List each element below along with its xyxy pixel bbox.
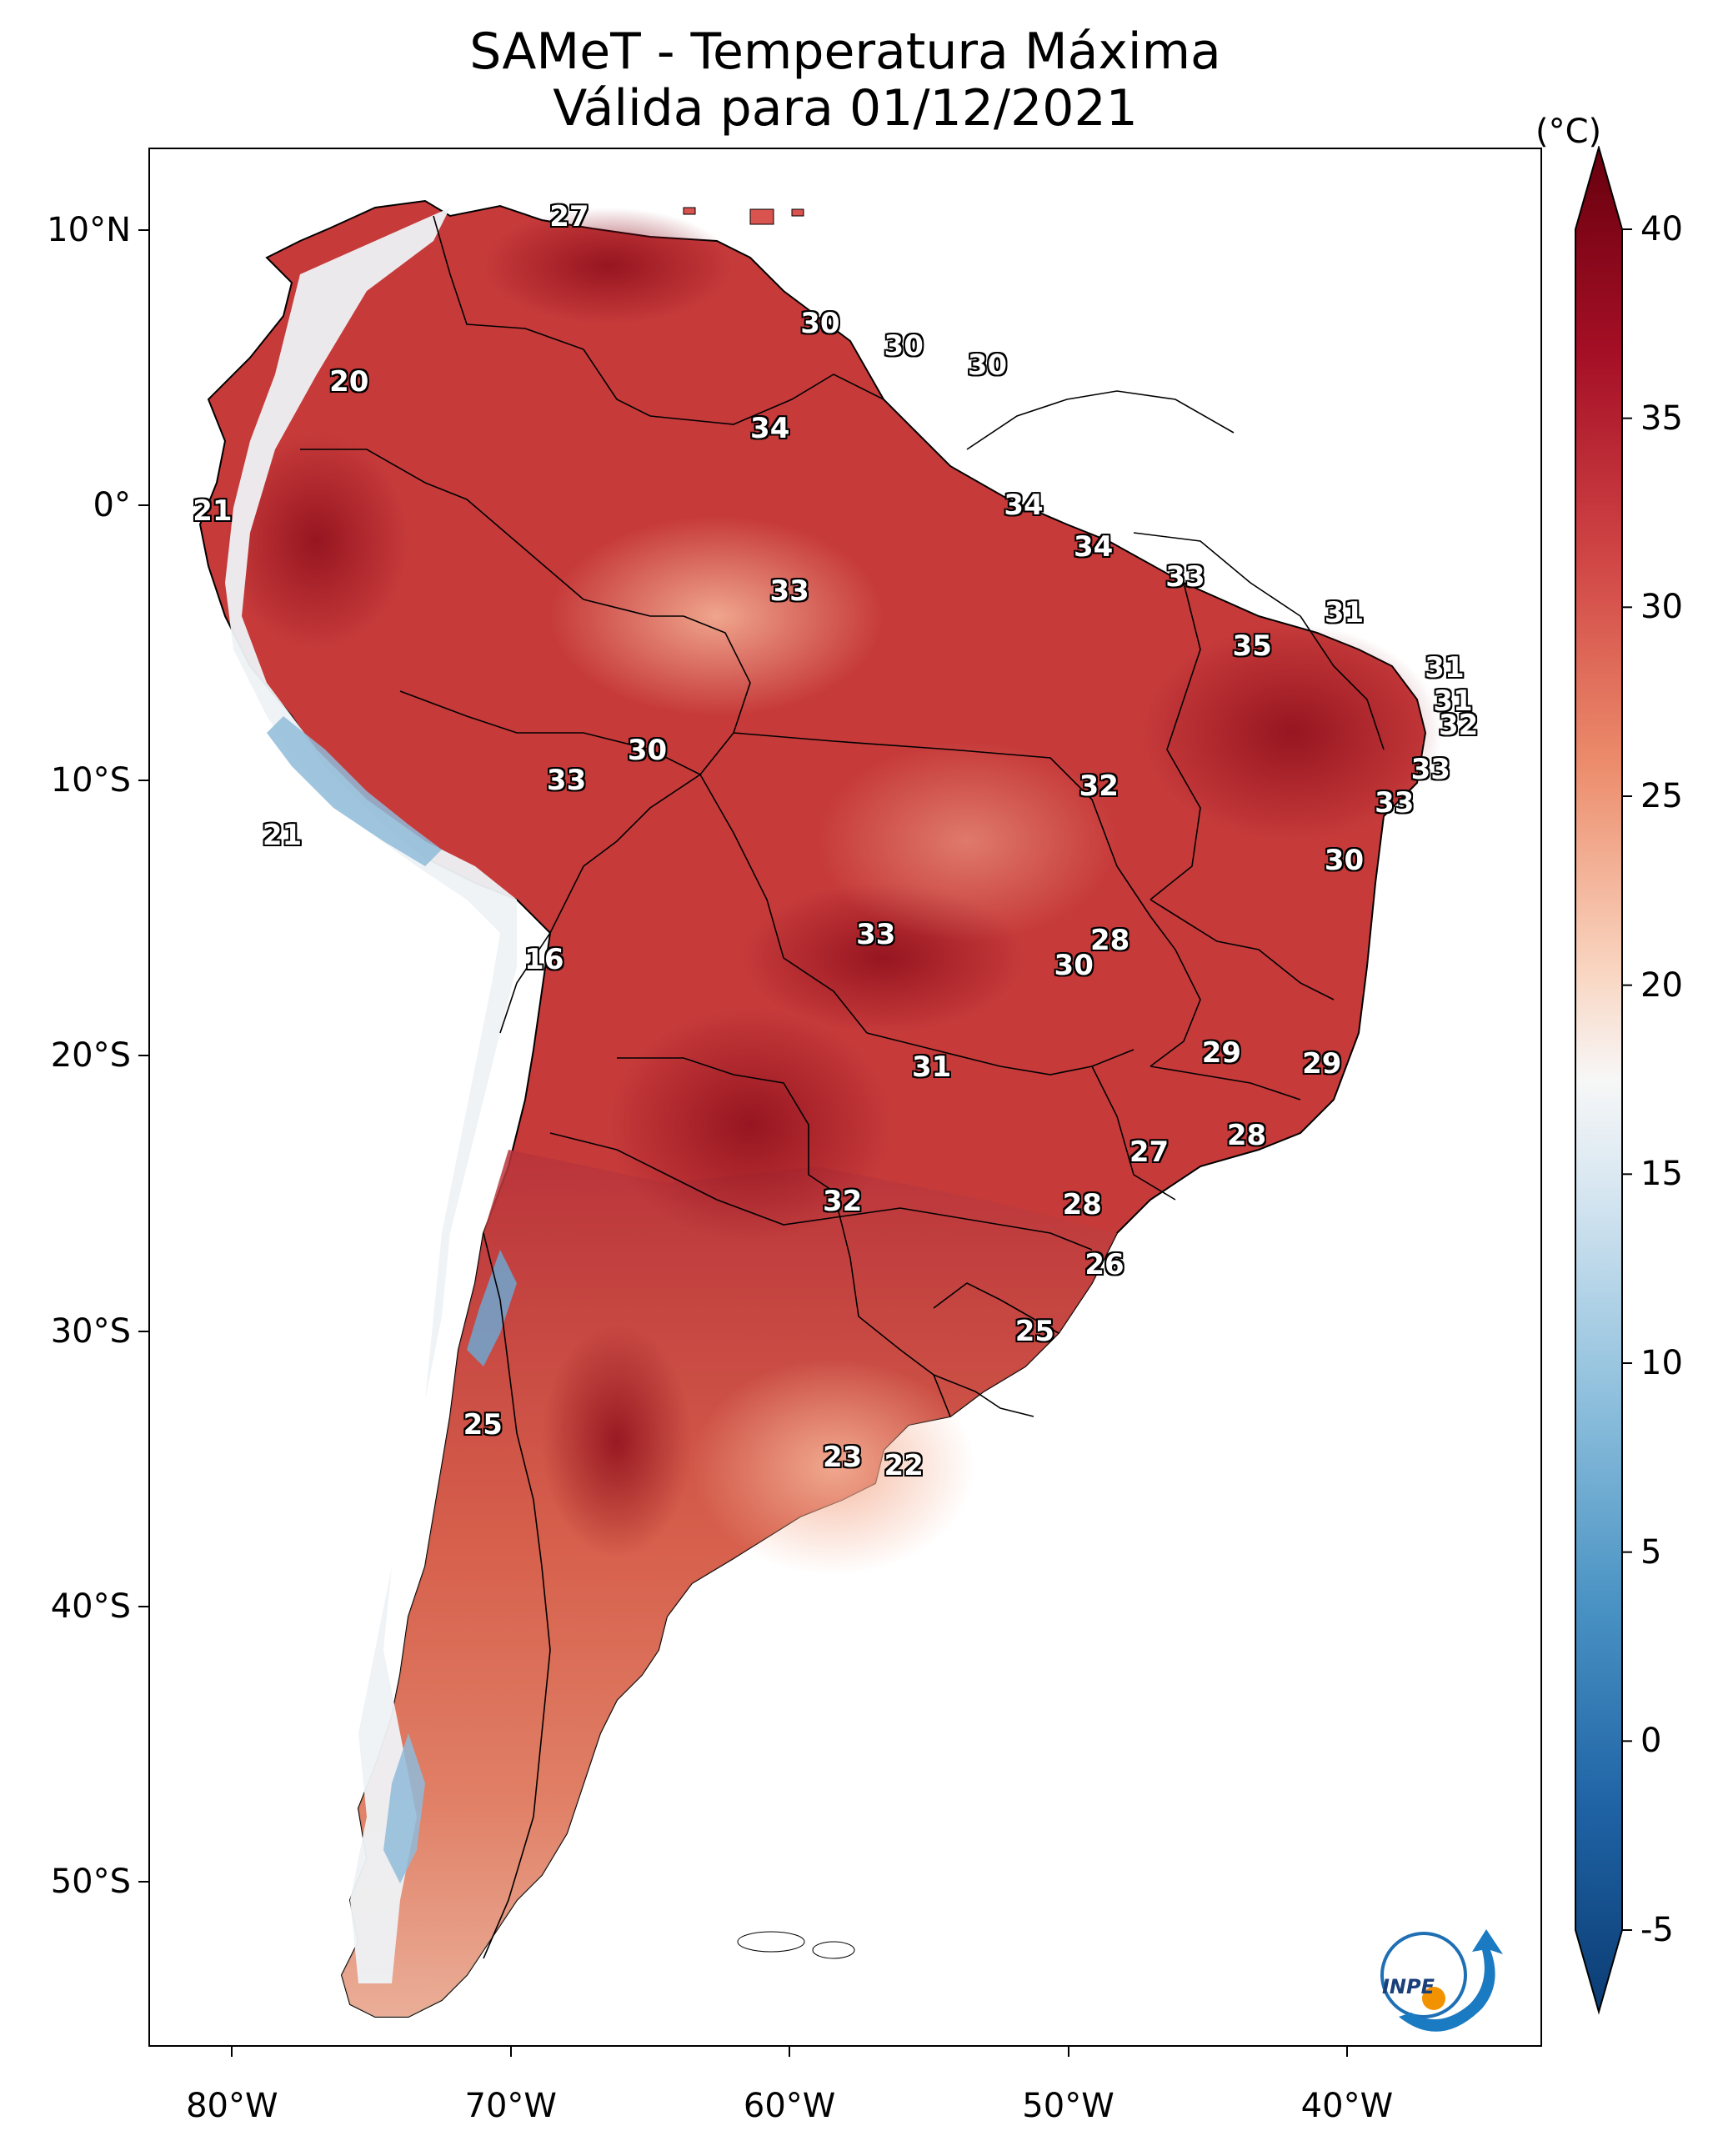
- station-temp-label: 30: [1324, 844, 1365, 878]
- logo-sun-icon: [1422, 1987, 1445, 2010]
- station-temp-label: 16: [524, 942, 564, 976]
- colorbar-tick-label: 5: [1640, 1532, 1662, 1572]
- lat-tick-label: 30°S: [50, 1311, 131, 1351]
- lat-tick-label: 20°S: [50, 1036, 131, 1075]
- colorbar-tick-label: -5: [1640, 1911, 1674, 1949]
- colorbar: [1575, 146, 1632, 2015]
- warm-area-uruguay: [692, 1358, 975, 1575]
- station-temp-label: 31: [911, 1050, 952, 1084]
- warm-area-amazon: [550, 516, 884, 716]
- southern-cone-shading: [342, 1150, 1117, 2017]
- station-temp-label: 33: [1165, 560, 1205, 594]
- lat-tick-mark: [138, 504, 148, 507]
- lon-tick-mark: [1067, 2047, 1069, 2057]
- logo-arrow-icon: [1399, 1929, 1503, 2032]
- warm-area-central-brazil: [817, 741, 1117, 941]
- inpe-logo: INPE: [1380, 1929, 1503, 2032]
- station-temp-label: 21: [193, 494, 233, 528]
- station-temp-label: 27: [1129, 1136, 1170, 1170]
- hotspot-venezuela: [483, 208, 734, 324]
- logo-text: INPE: [1382, 1975, 1435, 1998]
- lat-tick-label: 10°N: [47, 211, 131, 250]
- station-temp-label: 31: [1433, 684, 1473, 718]
- station-temp-label: 32: [1079, 769, 1119, 803]
- station-temp-label: 35: [1232, 629, 1272, 663]
- lat-tick-mark: [138, 1055, 148, 1057]
- station-temp-label: 28: [1226, 1119, 1267, 1153]
- lat-tick-mark: [138, 780, 148, 782]
- hotspot-pampas: [542, 1325, 692, 1558]
- station-temp-label: 31: [1324, 595, 1365, 629]
- islands: [683, 207, 855, 1959]
- station-temp-label: 34: [750, 411, 790, 445]
- station-temp-label: 20: [329, 364, 369, 399]
- colorbar-gradient: [1575, 146, 1623, 2015]
- station-temp-label: 30: [884, 328, 924, 363]
- lat-tick-label: 0°: [93, 486, 131, 525]
- station-temp-label: 30: [1054, 948, 1094, 982]
- station-temp-label: 29: [1201, 1036, 1242, 1070]
- station-temp-label: 25: [1014, 1314, 1055, 1348]
- lon-tick-mark: [1345, 2047, 1348, 2057]
- station-temp-label: 27: [549, 199, 589, 233]
- colorbar-tick-label: 15: [1640, 1155, 1683, 1194]
- station-temp-label: 33: [1410, 753, 1450, 787]
- lat-tick-label: 50°S: [50, 1862, 131, 1901]
- station-temp-label: 25: [463, 1407, 503, 1442]
- lon-tick-label: 80°W: [186, 2087, 278, 2125]
- station-temp-label: 26: [1084, 1248, 1124, 1282]
- lon-tick-label: 40°W: [1300, 2087, 1394, 2125]
- lat-tick-mark: [138, 1880, 148, 1883]
- lon-tick-mark: [231, 2047, 233, 2057]
- andes-blue-chile: [467, 1250, 517, 1366]
- colorbar-tick-label: 35: [1640, 399, 1683, 438]
- station-temp-label: 34: [1073, 529, 1114, 564]
- station-temp-label: 31: [1425, 650, 1465, 684]
- station-temp-label: 33: [546, 764, 587, 798]
- lat-tick-mark: [138, 1330, 148, 1332]
- colorbar-tick-label: 0: [1640, 1722, 1662, 1761]
- lat-tick-label: 10°S: [50, 761, 131, 800]
- station-temp-label: 32: [1439, 709, 1479, 743]
- colorbar-tick-label: 20: [1640, 965, 1683, 1005]
- lon-tick-mark: [789, 2047, 791, 2057]
- lon-tick-label: 70°W: [464, 2087, 557, 2125]
- colorbar-unit: (°C): [1535, 113, 1602, 151]
- station-temp-label: 34: [1004, 489, 1044, 523]
- colorbar-tick-label: 30: [1640, 588, 1683, 627]
- lon-tick-label: 60°W: [743, 2087, 836, 2125]
- country-borders: [300, 215, 1385, 1959]
- station-temp-label: 30: [800, 307, 840, 341]
- colorbar-tick-label: 25: [1640, 777, 1683, 815]
- station-temp-label: 33: [856, 918, 896, 952]
- lat-tick-mark: [138, 1605, 148, 1607]
- lon-tick-mark: [509, 2047, 512, 2057]
- hotspot-peru-ecuador: [225, 433, 408, 649]
- station-temp-label: 22: [884, 1449, 924, 1483]
- station-temp-label: 32: [822, 1185, 863, 1219]
- colorbar-tick-label: 40: [1640, 210, 1683, 248]
- colorbar-tick-label: 10: [1640, 1344, 1683, 1382]
- map-panel: INPE: [148, 148, 1542, 2047]
- lat-tick-mark: [138, 229, 148, 232]
- station-temp-label: 29: [1302, 1047, 1342, 1081]
- lon-tick-label: 50°W: [1022, 2087, 1114, 2125]
- station-temp-label: 28: [1062, 1187, 1102, 1221]
- andes-blue-patagonia: [383, 1733, 425, 1883]
- title-line-1: SAMeT - Temperatura Máxima: [469, 23, 1221, 81]
- andes-blue-peru: [267, 716, 442, 866]
- station-temp-label: 28: [1090, 923, 1130, 957]
- station-temp-label: 33: [769, 574, 809, 608]
- station-temp-label: 30: [627, 734, 668, 768]
- station-temp-label: 33: [1375, 785, 1415, 820]
- station-temp-label: 23: [822, 1441, 863, 1475]
- title-line-2: Válida para 01/12/2021: [553, 79, 1138, 138]
- hotspot-northeast: [1142, 624, 1442, 841]
- station-temp-label: 30: [967, 348, 1008, 382]
- station-temp-label: 21: [262, 819, 303, 853]
- lat-tick-label: 40°S: [50, 1587, 131, 1626]
- temperature-map: [198, 199, 1442, 2018]
- logo-ring: [1380, 1932, 1467, 2018]
